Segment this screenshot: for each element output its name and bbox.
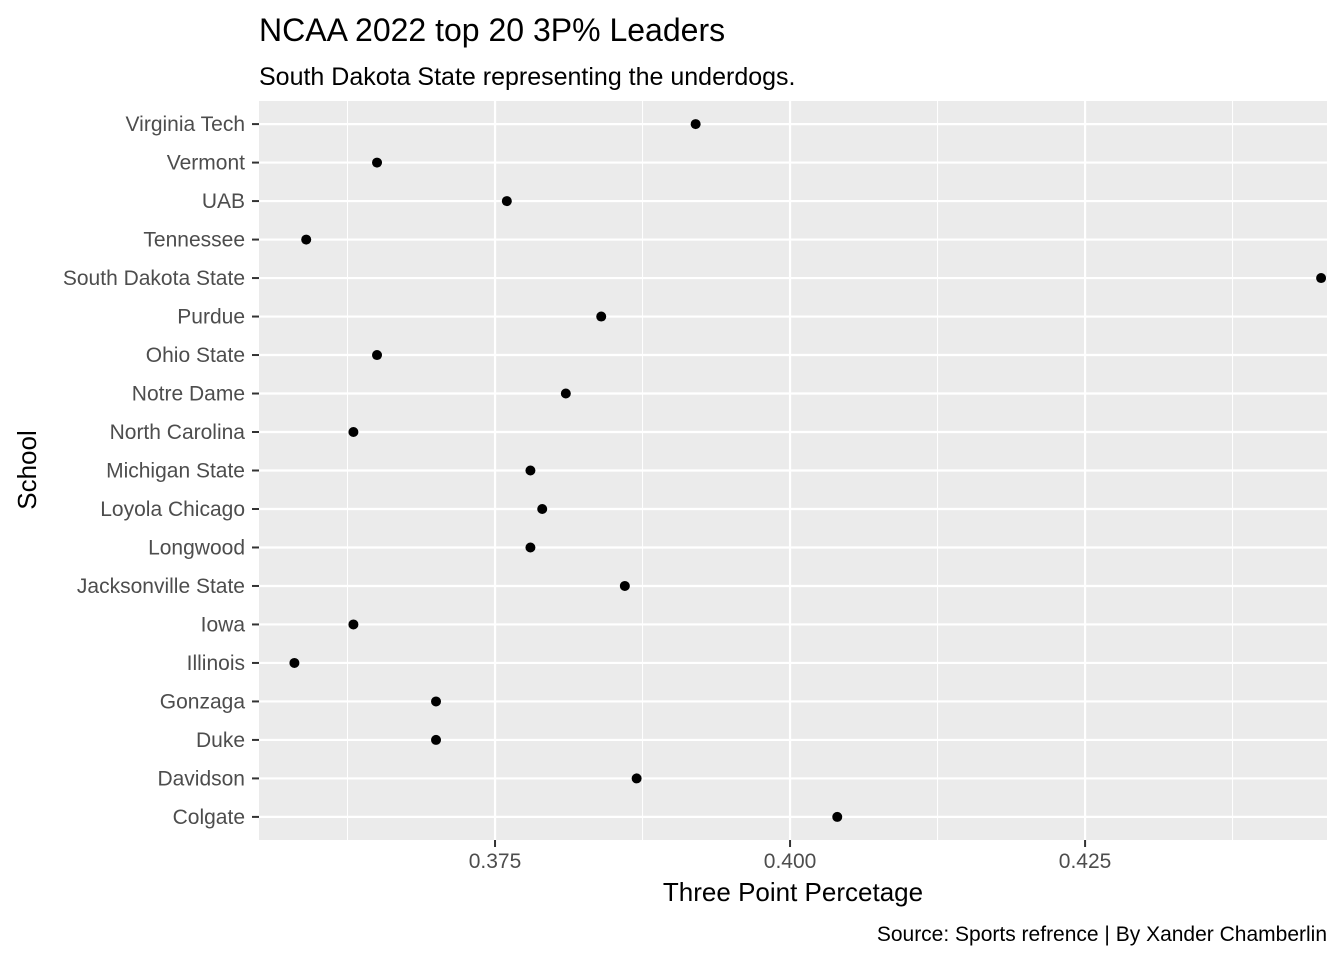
- y-tick-label: Notre Dame: [132, 383, 245, 406]
- y-tick-label: Colgate: [173, 806, 245, 829]
- grid: [259, 101, 1327, 840]
- data-point: [525, 542, 536, 553]
- points: [289, 119, 1327, 822]
- y-axis: Colgate Davidson Duke Gonzaga Illinois Iowa Ja…: [63, 113, 259, 829]
- y-tick-label: Virginia Tech: [126, 113, 245, 136]
- data-point: [289, 657, 300, 668]
- y-tick-label: North Carolina: [110, 421, 246, 444]
- data-point: [348, 427, 359, 438]
- y-tick-label: Michigan State: [106, 460, 245, 483]
- y-tick-label: Gonzaga: [160, 690, 246, 713]
- x-tick-label: 0.425: [1059, 850, 1112, 873]
- chart-caption: Source: Sports refrence | By Xander Cham…: [877, 923, 1327, 946]
- y-tick-label: Vermont: [167, 152, 245, 175]
- y-tick-label: Duke: [196, 729, 245, 752]
- data-point: [1316, 273, 1327, 284]
- data-point: [832, 811, 843, 822]
- data-point: [431, 696, 442, 707]
- y-tick-label: Longwood: [148, 536, 245, 559]
- y-tick-label: UAB: [202, 190, 245, 213]
- x-tick-label: 0.375: [469, 850, 522, 873]
- x-axis: 0.375 0.400 0.425: [469, 840, 1112, 873]
- data-point: [431, 734, 442, 745]
- data-point: [501, 196, 512, 207]
- y-tick-label: Davidson: [157, 767, 245, 790]
- y-tick-label: Tennessee: [143, 229, 245, 252]
- y-tick-label: Iowa: [201, 613, 246, 636]
- chart-subtitle: South Dakota State representing the unde…: [259, 63, 795, 91]
- data-point: [560, 388, 571, 399]
- y-tick-label: Illinois: [187, 652, 245, 675]
- data-point: [537, 503, 548, 514]
- data-point: [596, 311, 607, 322]
- data-point: [301, 234, 312, 245]
- data-point: [690, 119, 701, 130]
- x-tick-label: 0.400: [764, 850, 817, 873]
- y-tick-label: South Dakota State: [63, 267, 245, 290]
- data-point: [631, 773, 642, 784]
- data-point: [372, 157, 383, 168]
- data-point: [525, 465, 536, 476]
- chart-title: NCAA 2022 top 20 3P% Leaders: [259, 12, 725, 48]
- data-point: [619, 580, 630, 591]
- y-tick-label: Jacksonville State: [77, 575, 245, 598]
- y-axis-title: School: [12, 430, 42, 510]
- y-tick-label: Ohio State: [146, 344, 245, 367]
- data-point: [372, 350, 383, 361]
- data-point: [348, 619, 359, 630]
- x-axis-title: Three Point Percetage: [663, 877, 923, 907]
- y-tick-label: Purdue: [177, 306, 245, 329]
- y-tick-label: Loyola Chicago: [100, 498, 245, 521]
